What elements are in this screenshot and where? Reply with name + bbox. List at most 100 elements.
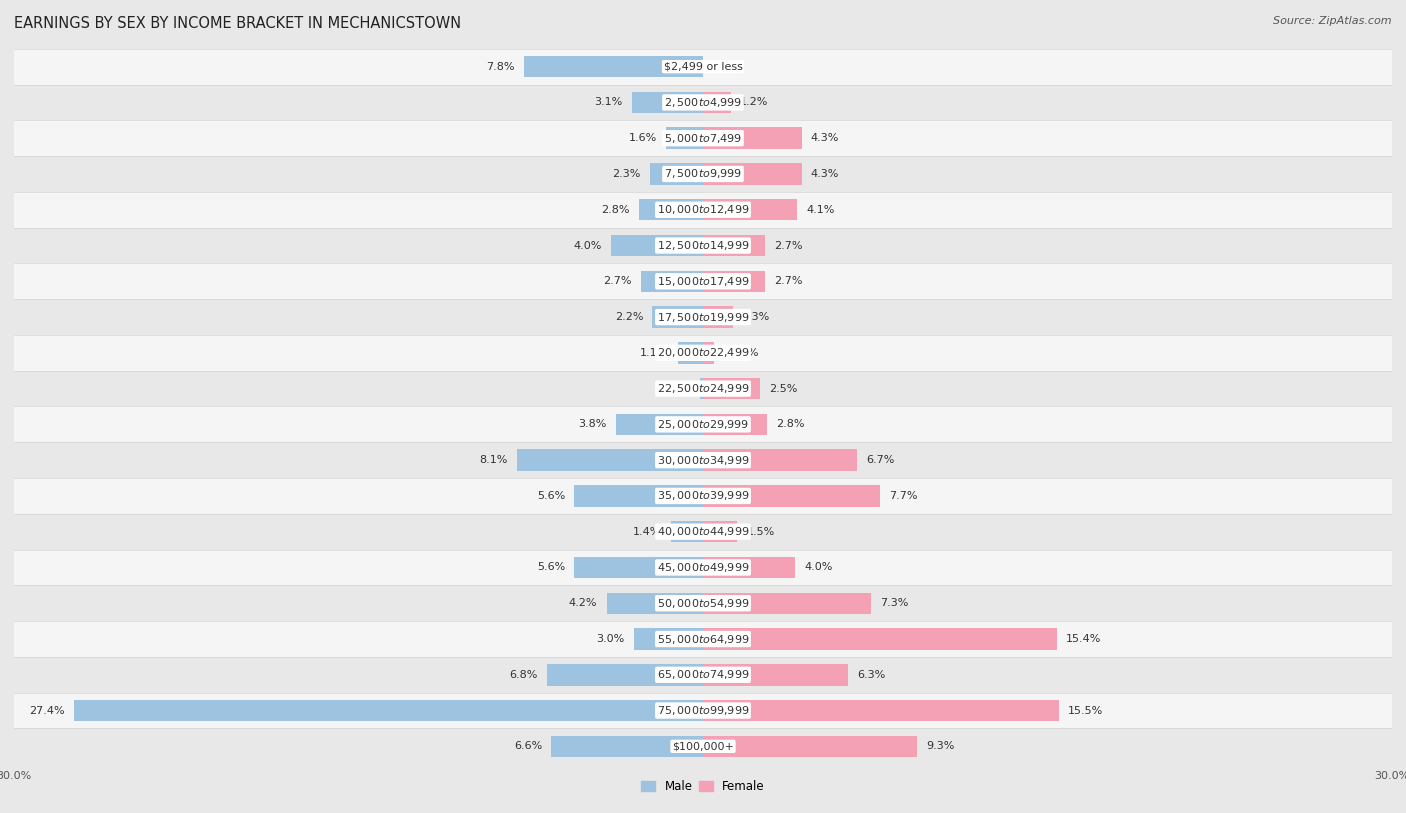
Bar	[616, 414, 703, 435]
Bar	[634, 628, 703, 650]
Bar	[703, 664, 848, 685]
Bar	[14, 156, 1392, 192]
Bar	[612, 235, 703, 256]
Text: 6.8%: 6.8%	[509, 670, 537, 680]
Bar	[14, 442, 1392, 478]
Bar	[678, 342, 703, 363]
Bar	[666, 128, 703, 149]
Text: 3.8%: 3.8%	[578, 420, 606, 429]
Text: $75,000 to $99,999: $75,000 to $99,999	[657, 704, 749, 717]
Text: 9.3%: 9.3%	[925, 741, 955, 751]
Text: 2.5%: 2.5%	[769, 384, 799, 393]
Text: 4.0%: 4.0%	[574, 241, 602, 250]
Text: 6.3%: 6.3%	[856, 670, 886, 680]
Bar	[575, 557, 703, 578]
Text: 6.6%: 6.6%	[515, 741, 543, 751]
Text: 7.3%: 7.3%	[880, 598, 908, 608]
Text: 15.5%: 15.5%	[1069, 706, 1104, 715]
Text: 1.6%: 1.6%	[628, 133, 657, 143]
Bar	[524, 56, 703, 77]
Text: 2.8%: 2.8%	[776, 420, 806, 429]
Bar	[14, 550, 1392, 585]
Text: $20,000 to $22,499: $20,000 to $22,499	[657, 346, 749, 359]
Text: $25,000 to $29,999: $25,000 to $29,999	[657, 418, 749, 431]
Bar	[703, 521, 738, 542]
Bar	[703, 271, 765, 292]
Bar	[671, 521, 703, 542]
Bar	[14, 120, 1392, 156]
Bar	[703, 378, 761, 399]
Text: $50,000 to $54,999: $50,000 to $54,999	[657, 597, 749, 610]
Bar	[14, 263, 1392, 299]
Bar	[551, 736, 703, 757]
Bar	[703, 450, 856, 471]
Bar	[14, 371, 1392, 406]
Bar	[14, 49, 1392, 85]
Bar	[652, 307, 703, 328]
Text: $2,499 or less: $2,499 or less	[664, 62, 742, 72]
Text: 1.4%: 1.4%	[633, 527, 662, 537]
Bar	[703, 199, 797, 220]
Bar	[14, 693, 1392, 728]
Text: 6.7%: 6.7%	[866, 455, 894, 465]
Bar	[703, 235, 765, 256]
Bar	[703, 628, 1057, 650]
Text: $15,000 to $17,499: $15,000 to $17,499	[657, 275, 749, 288]
Bar	[703, 307, 733, 328]
Bar	[606, 593, 703, 614]
Text: 2.2%: 2.2%	[614, 312, 644, 322]
Bar	[703, 128, 801, 149]
Bar	[703, 700, 1059, 721]
Bar	[517, 450, 703, 471]
Text: 2.7%: 2.7%	[603, 276, 631, 286]
Text: 7.7%: 7.7%	[889, 491, 918, 501]
Bar	[631, 92, 703, 113]
Text: $22,500 to $24,999: $22,500 to $24,999	[657, 382, 749, 395]
Bar	[14, 478, 1392, 514]
Bar	[638, 199, 703, 220]
Text: $12,500 to $14,999: $12,500 to $14,999	[657, 239, 749, 252]
Text: $35,000 to $39,999: $35,000 to $39,999	[657, 489, 749, 502]
Bar	[575, 485, 703, 506]
Bar	[14, 621, 1392, 657]
Legend: Male, Female: Male, Female	[637, 776, 769, 798]
Text: 2.7%: 2.7%	[775, 241, 803, 250]
Text: 0.0%: 0.0%	[713, 62, 741, 72]
Text: 0.15%: 0.15%	[655, 384, 690, 393]
Text: 5.6%: 5.6%	[537, 563, 565, 572]
Bar	[14, 299, 1392, 335]
Bar	[703, 557, 794, 578]
Bar	[703, 163, 801, 185]
Text: 8.1%: 8.1%	[479, 455, 508, 465]
Text: 1.2%: 1.2%	[740, 98, 768, 107]
Bar	[14, 335, 1392, 371]
Bar	[703, 342, 714, 363]
Bar	[703, 485, 880, 506]
Bar	[703, 414, 768, 435]
Text: 4.2%: 4.2%	[569, 598, 598, 608]
Text: 2.7%: 2.7%	[775, 276, 803, 286]
Text: 4.3%: 4.3%	[811, 133, 839, 143]
Text: $30,000 to $34,999: $30,000 to $34,999	[657, 454, 749, 467]
Bar	[703, 92, 731, 113]
Text: $2,500 to $4,999: $2,500 to $4,999	[664, 96, 742, 109]
Text: $7,500 to $9,999: $7,500 to $9,999	[664, 167, 742, 180]
Text: $17,500 to $19,999: $17,500 to $19,999	[657, 311, 749, 324]
Bar	[14, 728, 1392, 764]
Text: 4.1%: 4.1%	[807, 205, 835, 215]
Text: 2.3%: 2.3%	[613, 169, 641, 179]
Text: $5,000 to $7,499: $5,000 to $7,499	[664, 132, 742, 145]
Bar	[703, 736, 917, 757]
Text: 1.1%: 1.1%	[640, 348, 669, 358]
Text: $55,000 to $64,999: $55,000 to $64,999	[657, 633, 749, 646]
Text: 2.8%: 2.8%	[600, 205, 630, 215]
Text: 27.4%: 27.4%	[30, 706, 65, 715]
Text: 4.0%: 4.0%	[804, 563, 832, 572]
Text: 15.4%: 15.4%	[1066, 634, 1101, 644]
Bar	[14, 514, 1392, 550]
Text: $10,000 to $12,499: $10,000 to $12,499	[657, 203, 749, 216]
Bar	[14, 657, 1392, 693]
Text: 3.0%: 3.0%	[596, 634, 624, 644]
Bar	[73, 700, 703, 721]
Text: $65,000 to $74,999: $65,000 to $74,999	[657, 668, 749, 681]
